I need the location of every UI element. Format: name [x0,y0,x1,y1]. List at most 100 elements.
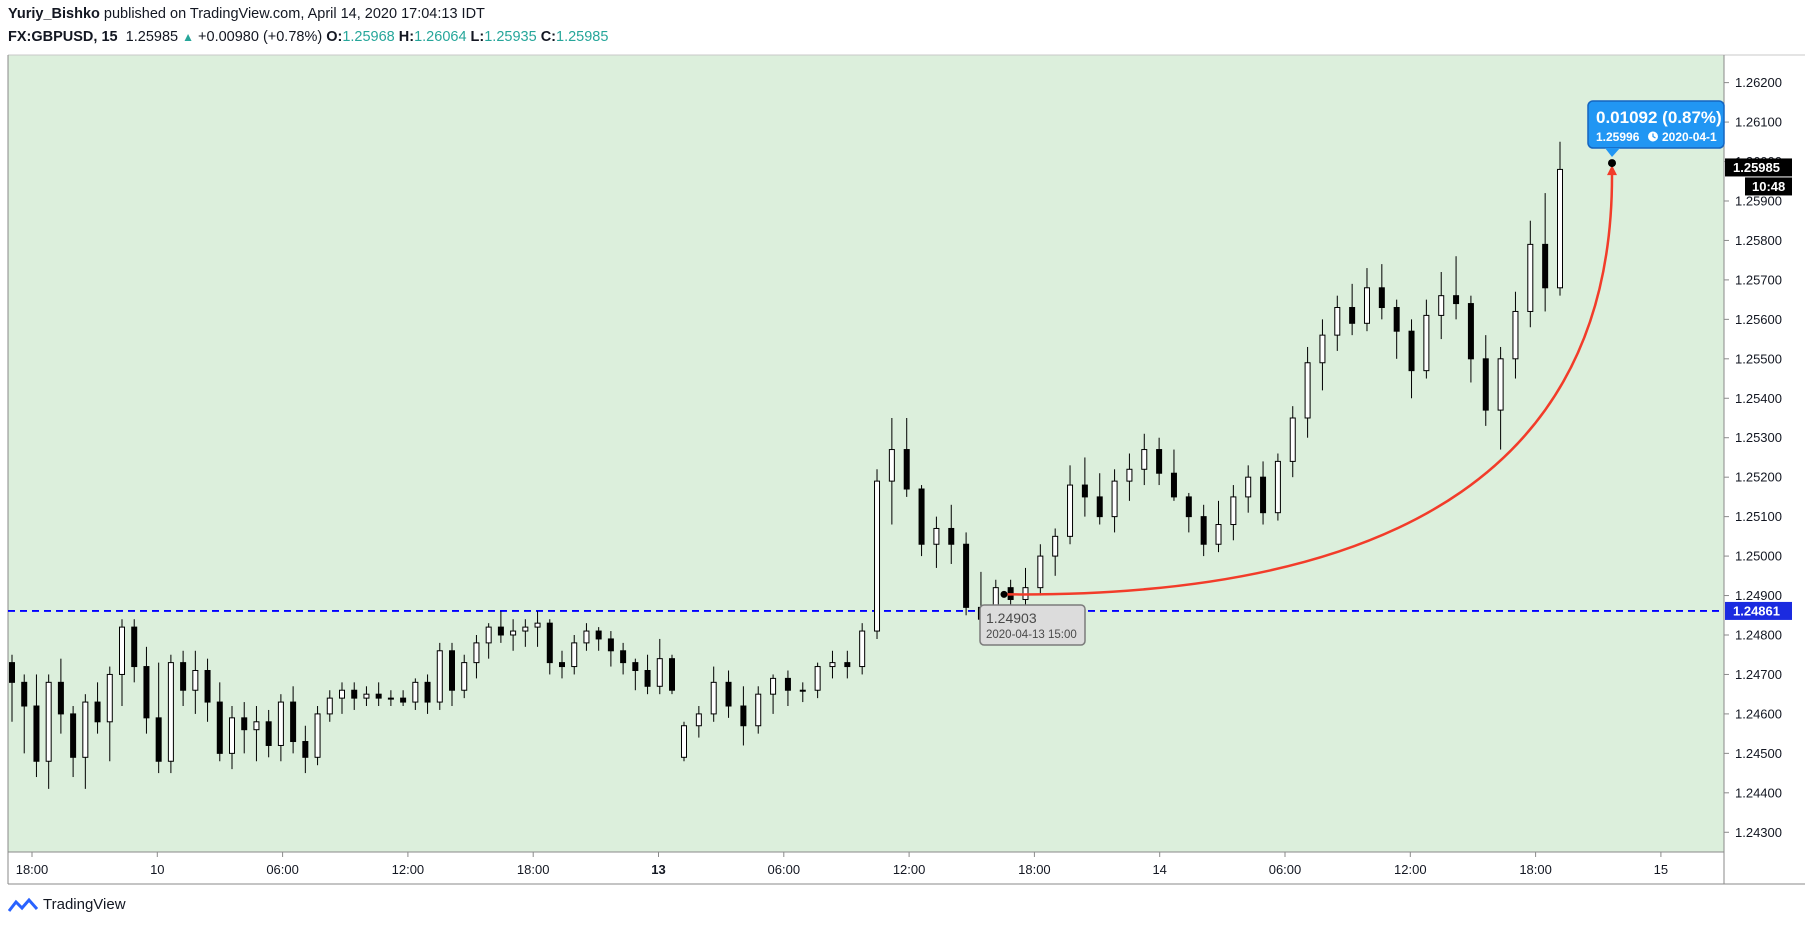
candle-up [829,662,836,668]
low-value: 1.25935 [484,29,537,45]
candle-up [933,527,940,545]
time-tick-label: 18:00 [517,862,550,877]
candle-up [1304,362,1311,419]
time-tick-label: 12:00 [392,862,425,877]
candle-down [180,662,187,691]
close-label: C: [540,29,556,45]
candle-down [94,701,101,723]
candle-up [1334,307,1341,336]
callout-date-label: 2020-04-1 [1662,130,1717,144]
candle-down [844,662,851,668]
candle-up [695,713,702,727]
candle-up [770,677,777,695]
candle-down [155,717,162,762]
candle-down [632,662,639,672]
candle-down [1453,295,1460,305]
candle-down [595,630,602,640]
candle-down [241,717,248,731]
price-tick-label: 1.24700 [1735,667,1782,682]
candle-down [669,658,675,691]
candle-up [681,725,687,758]
candle-up [82,701,89,758]
candle-up [387,697,394,700]
hline-price-label: 1.24861 [1733,603,1780,618]
candle-up [1126,468,1133,482]
candle-up [473,642,480,664]
clock-hands [1652,133,1656,139]
candle-up [755,693,762,727]
price-tick-label: 1.25800 [1735,233,1782,248]
candle-up [1052,535,1059,557]
curve-arrowhead [1607,165,1617,176]
price-tick-label: 1.25000 [1735,549,1782,564]
plot-area[interactable] [8,55,1724,852]
current-price-label: 1.25985 [1733,160,1780,175]
ohlc-legend: FX:GBPUSD, 15 1.25985 ▲ +0.00980 (+0.78%… [8,29,608,45]
high-value: 1.26064 [414,29,467,45]
candle-down [1349,307,1356,324]
candle-up [1512,310,1519,360]
low-label: L: [470,29,485,45]
price-tick-label: 1.24400 [1735,785,1782,800]
candle-down [424,681,431,703]
candle-up [583,630,590,644]
candle-down [1542,243,1549,289]
candles [9,141,1563,789]
candle-up [1363,287,1370,324]
author-name[interactable]: Yuriy_Bishko [8,6,100,22]
curve-start-point[interactable] [1000,590,1008,598]
price-tick-label: 1.24500 [1735,746,1782,761]
candle-up [1497,358,1504,411]
candle-down [204,670,211,703]
time-tick-label: 06:00 [266,862,299,877]
candle-down [449,650,455,691]
candle-up [1037,555,1044,589]
price-tick-label: 1.25100 [1735,509,1782,524]
candle-down [1156,449,1163,474]
start-price-label: 1.24903 [986,610,1037,626]
candle-up [45,681,52,762]
candle-up [1423,314,1430,372]
price-tick-label: 1.26100 [1735,115,1782,130]
time-tick-label: 06:00 [768,862,801,877]
time-ticks: 18:00 10 06:00 12:00 18:00 13 06:00 12:00 18:00 1… [16,852,1668,877]
candle-down [1408,330,1415,372]
callout-price-label: 1.25996 [1596,130,1640,144]
candle-up [888,449,895,482]
candle-down [143,666,150,719]
candle-up [1215,524,1222,545]
candle-up [522,626,529,632]
candle-up [510,630,517,636]
time-tick-label: 12:00 [893,862,926,877]
price-tick-label: 1.25600 [1735,312,1782,327]
candle-down [351,689,358,699]
curve-end-point[interactable] [1608,159,1616,168]
close-value: 1.25985 [556,29,609,45]
candle-down [963,543,970,608]
candle-up [436,650,443,703]
candle-down [1260,476,1267,514]
time-tick-label: 18:00 [16,862,49,877]
candle-down [216,701,223,754]
last-price: 1.25985 [125,29,179,45]
curve-drawing[interactable] [1003,173,1614,596]
candle-up [229,717,235,754]
symbol-label[interactable]: FX:GBPUSD, 15 [8,29,118,45]
tradingview-logo-icon [8,897,38,912]
price-tick-label: 1.24600 [1735,706,1782,721]
candle-up [485,626,492,644]
candle-up [119,626,125,675]
candle-up [253,721,260,731]
candle-up [339,689,345,699]
high-label: H: [398,29,415,45]
time-tick-label: 12:00 [1394,862,1427,877]
candle-down [497,626,504,636]
candle-down [131,626,138,668]
candle-down [784,677,791,691]
price-tick-label: 1.25900 [1735,193,1782,208]
candle-up [314,713,321,758]
tradingview-brand[interactable]: TradingView [8,896,126,913]
time-axis[interactable] [8,852,1724,884]
candle-down [1185,496,1192,518]
